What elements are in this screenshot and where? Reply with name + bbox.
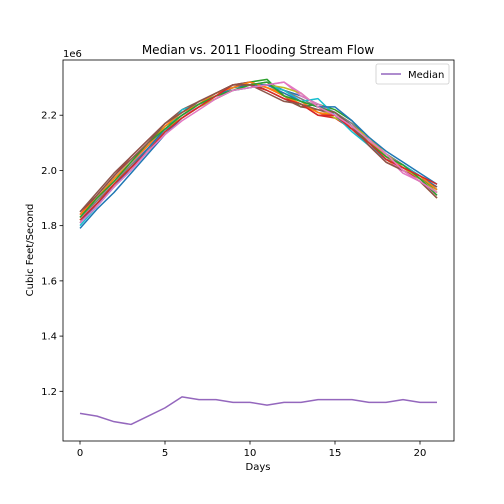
- x-tick-label: 20: [414, 448, 427, 459]
- series-layer: [79, 78, 438, 426]
- y-tick-label: 1.4: [41, 332, 57, 343]
- series-line-13: [79, 84, 438, 221]
- series-line-12: [79, 81, 438, 218]
- x-tick-label: 10: [244, 448, 257, 459]
- y-offset-label: 1e6: [63, 49, 82, 60]
- y-axis-label: Cubic Feet/Second: [25, 204, 36, 297]
- chart-title: Median vs. 2011 Flooding Stream Flow: [142, 43, 375, 57]
- plot-frame: [62, 59, 455, 442]
- legend-label-median: Median: [408, 70, 444, 81]
- series-line-14: [79, 84, 438, 213]
- x-tick-label: 5: [162, 448, 168, 459]
- series-line-11: [79, 81, 438, 216]
- x-axis-ticks: 0 5 10 15 20: [77, 441, 427, 459]
- y-tick-label: 1.8: [41, 221, 57, 232]
- x-tick-label: 15: [329, 448, 342, 459]
- y-tick-label: 1.6: [41, 276, 57, 287]
- series-line-15: [79, 81, 438, 224]
- series-line-median: [79, 396, 437, 426]
- y-axis-ticks: 1.2 1.4 1.6 1.8 2.0 2.2: [41, 111, 63, 398]
- y-tick-label: 2.0: [41, 166, 57, 177]
- x-axis-label: Days: [246, 462, 271, 473]
- legend-box: [375, 63, 450, 85]
- y-tick-label: 2.2: [41, 111, 57, 122]
- legend: Median: [375, 63, 450, 85]
- x-tick-label: 0: [77, 448, 83, 459]
- y-tick-label: 1.2: [41, 387, 57, 398]
